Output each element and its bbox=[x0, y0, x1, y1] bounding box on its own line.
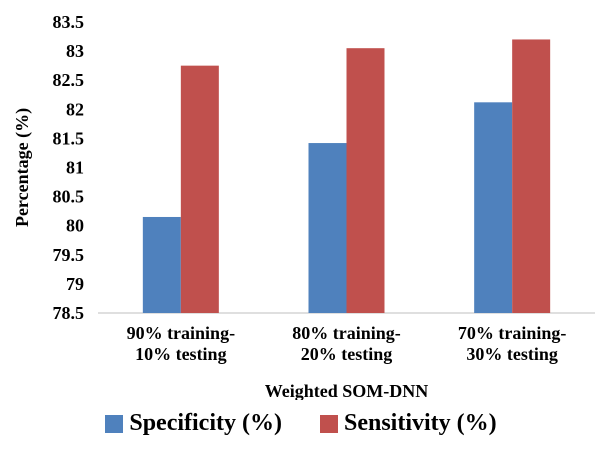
x-category-label: 70% training- bbox=[458, 323, 567, 343]
legend-label-sensitivity: Sensitivity (%) bbox=[343, 410, 497, 436]
bar-sensitivity bbox=[346, 48, 385, 313]
legend: Specificity (%) Sensitivity (%) bbox=[0, 410, 602, 437]
y-tick-label: 82 bbox=[66, 99, 84, 119]
y-tick-label: 82.5 bbox=[53, 70, 85, 90]
bars-group bbox=[142, 39, 551, 314]
y-tick-label: 83.5 bbox=[53, 12, 85, 32]
y-tick-label: 81.5 bbox=[53, 128, 85, 148]
bar-specificity bbox=[308, 143, 347, 313]
bar-specificity bbox=[474, 102, 513, 313]
y-tick-label: 81 bbox=[66, 158, 84, 178]
y-tick-label: 79 bbox=[66, 274, 84, 294]
legend-item-sensitivity: Sensitivity (%) bbox=[319, 410, 497, 437]
y-tick-label: 78.5 bbox=[53, 303, 85, 323]
x-axis-title: Weighted SOM-DNN bbox=[265, 381, 429, 400]
x-category-label: 30% testing bbox=[466, 344, 558, 364]
x-category-label: 80% training- bbox=[292, 323, 401, 343]
legend-label-specificity: Specificity (%) bbox=[129, 410, 282, 436]
y-axis-title: Percentage (%) bbox=[12, 108, 33, 227]
bar-sensitivity bbox=[180, 65, 219, 314]
y-tick-label: 80.5 bbox=[53, 187, 85, 207]
y-tick-label: 79.5 bbox=[53, 245, 85, 265]
category-labels: 90% training-10% testing 80% training-20%… bbox=[127, 323, 567, 364]
y-axis-ticks: 78.5 79 79.5 80 80.5 81 81.5 82 82.5 83 83.5 bbox=[53, 12, 85, 323]
x-category-label: 20% testing bbox=[301, 344, 393, 364]
legend-swatch-sensitivity bbox=[319, 414, 338, 433]
x-category-label: 10% testing bbox=[135, 344, 227, 364]
y-tick-label: 80 bbox=[66, 216, 84, 236]
bar-chart: 78.5 79 79.5 80 80.5 81 81.5 82 82.5 83 83.5 90% t… bbox=[12, 12, 595, 400]
legend-item-specificity: Specificity (%) bbox=[105, 410, 282, 437]
legend-swatch-specificity bbox=[105, 414, 124, 433]
x-category-label: 90% training- bbox=[127, 323, 236, 343]
bar-specificity bbox=[142, 216, 181, 313]
bar-sensitivity bbox=[512, 39, 551, 314]
y-tick-label: 83 bbox=[66, 41, 84, 61]
